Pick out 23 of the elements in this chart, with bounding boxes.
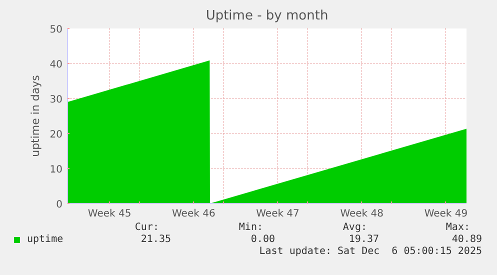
text: Min: [238, 222, 263, 234]
chart-title: Uptime - by month [206, 8, 328, 24]
y-tick-label: 10 [50, 164, 63, 176]
x-tick-label: Week 48 [340, 208, 384, 220]
y-tick-label: 0 [56, 200, 63, 210]
x-tick-label: Week 47 [256, 208, 300, 220]
y-tick-label: 20 [50, 130, 63, 140]
text: Cur: [134, 222, 159, 234]
text: 40.89 [452, 234, 482, 246]
y-tick-label: 50 [50, 24, 63, 36]
x-tick-label: Week 46 [172, 208, 216, 220]
y-tick-label: 30 [50, 94, 63, 106]
y-axis-title: uptime in days [28, 74, 42, 157]
text: Max: [446, 222, 470, 234]
text: 21.35 [140, 234, 171, 246]
text: 19.37 [348, 234, 379, 246]
legend-label: uptime [27, 234, 64, 246]
text: Avg: [342, 222, 367, 234]
x-tick-label: Week 45 [88, 208, 132, 220]
text: Last update: Sat Dec 6 05:00:15 2025 [259, 246, 482, 258]
y-tick-label: 40 [50, 60, 63, 70]
text: 0.00 [250, 234, 275, 246]
x-tick-label: Week 49 [424, 208, 468, 220]
